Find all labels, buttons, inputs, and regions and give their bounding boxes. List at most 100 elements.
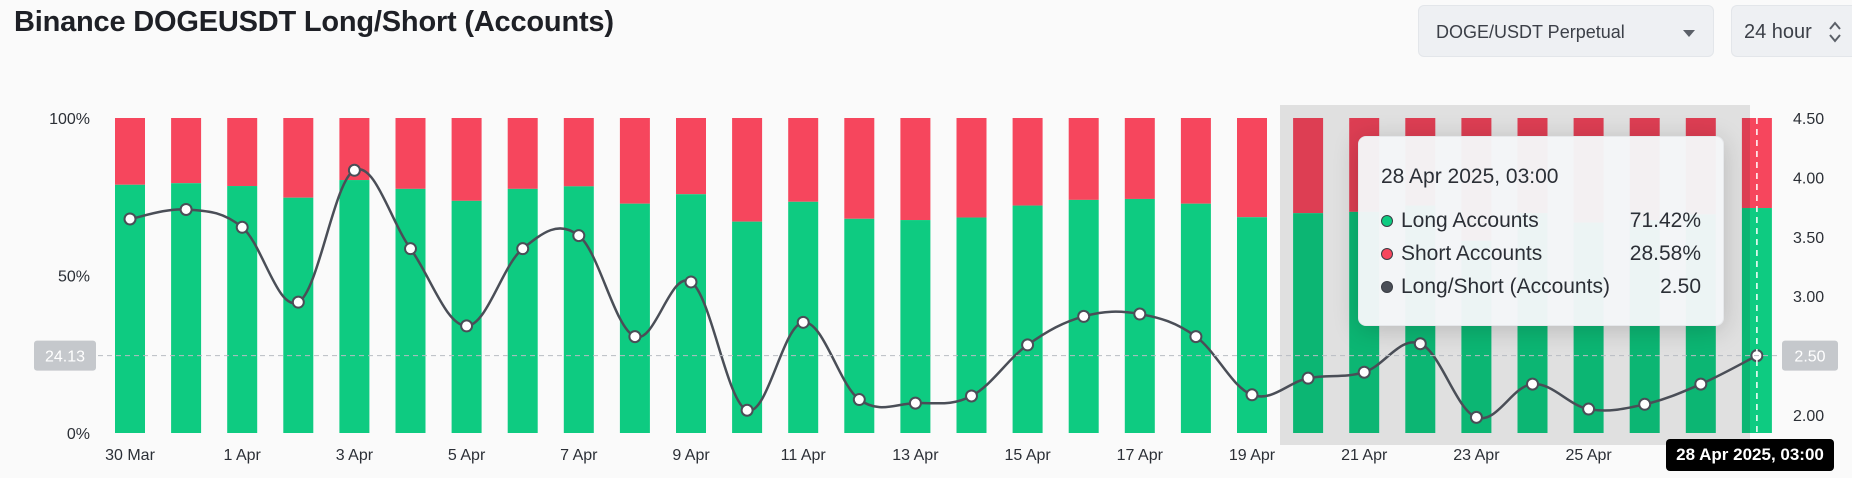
crosshair-right-label-bg <box>1782 340 1838 371</box>
symbol-select[interactable]: DOGE/USDT Perpetual <box>1418 5 1714 57</box>
short-bar <box>676 118 706 195</box>
ratio-point <box>1021 338 1035 352</box>
crosshair-left-label: 24.13 <box>45 349 85 366</box>
ratio-point <box>908 396 922 410</box>
ratio-dot-icon <box>1381 281 1393 293</box>
long-bar <box>732 221 763 433</box>
long-bar <box>676 194 706 433</box>
y-left-tick-label: 50% <box>58 269 90 286</box>
ratio-point <box>123 212 137 226</box>
x-tick-label: 1 Apr <box>224 447 262 464</box>
bars-layer <box>115 118 1772 433</box>
tooltip-row-short: Short Accounts 28.58% <box>1381 242 1701 270</box>
long-bar <box>563 186 594 433</box>
tooltip-row-ratio: Long/Short (Accounts) 2.50 <box>1381 275 1701 303</box>
y-right-tick-label: 3.00 <box>1793 289 1824 306</box>
x-tick-label: 3 Apr <box>336 447 374 464</box>
y-right-tick-label: 4.50 <box>1793 111 1824 128</box>
tooltip-label: Short Accounts <box>1401 242 1543 265</box>
up-down-chevron-icon <box>1829 21 1841 43</box>
tooltip-value: 71.42% <box>1629 209 1701 232</box>
long-bar <box>395 188 426 433</box>
short-bar <box>1012 118 1043 206</box>
long-bar <box>283 197 314 433</box>
short-bar <box>900 118 931 221</box>
crosshair-layer: 24.13 2.50 <box>34 118 1838 433</box>
short-bar <box>788 118 819 202</box>
x-tick-label: 11 Apr <box>781 447 827 464</box>
ratio-point <box>179 202 193 216</box>
tooltip-row-long: Long Accounts 71.42% <box>1381 209 1701 237</box>
ratio-point <box>796 315 810 329</box>
crosshair-right-label: 2.50 <box>1794 349 1825 366</box>
short-bar <box>1293 118 1324 214</box>
symbol-select-value: DOGE/USDT Perpetual <box>1436 22 1625 42</box>
y-right-tick-label: 3.50 <box>1793 230 1824 247</box>
long-bar <box>619 203 650 433</box>
x-tick-label: 7 Apr <box>560 447 598 464</box>
tooltip-value: 2.50 <box>1660 275 1701 298</box>
tooltip-label: Long/Short (Accounts) <box>1401 275 1610 298</box>
x-tick-label: 5 Apr <box>448 447 486 464</box>
ratio-point <box>1189 330 1203 344</box>
short-bar <box>451 118 482 201</box>
ratio-point <box>235 220 249 234</box>
ratio-point <box>1582 402 1596 416</box>
ratio-point <box>516 242 530 256</box>
ratio-point <box>684 275 698 289</box>
short-bar <box>1124 118 1155 199</box>
ratio-point <box>628 330 642 344</box>
x-tick-label: 15 Apr <box>1004 447 1051 464</box>
short-bar <box>507 118 538 189</box>
tooltip-label: Long Accounts <box>1401 209 1539 232</box>
x-tick-label: 19 Apr <box>1229 447 1276 464</box>
x-tick-label: 9 Apr <box>672 447 710 464</box>
ratio-point <box>1245 388 1259 402</box>
y-left-tick-label: 100% <box>49 111 90 128</box>
ratio-point <box>460 319 474 333</box>
short-bar <box>1068 118 1099 200</box>
short-bar <box>619 118 650 204</box>
y-right-tick-label: 2.00 <box>1793 408 1824 425</box>
tooltip-date: 28 Apr 2025, 03:00 <box>1381 165 1559 188</box>
x-tick-label: 30 Mar <box>105 447 155 464</box>
ratio-point <box>1133 307 1147 321</box>
ratio-point <box>347 163 361 177</box>
ratio-line-layer <box>123 163 1764 424</box>
ratio-point <box>1469 410 1483 424</box>
short-bar <box>283 118 314 198</box>
long-bar <box>1012 205 1043 433</box>
x-tick-label: 25 Apr <box>1565 447 1612 464</box>
ratio-point <box>1413 337 1427 351</box>
y-right-tick-label: 4.00 <box>1793 170 1824 187</box>
x-tick-label: 21 Apr <box>1341 447 1388 464</box>
tooltip-value: 28.58% <box>1629 242 1701 265</box>
short-dot-icon <box>1381 248 1393 260</box>
ratio-point <box>852 393 866 407</box>
page-title: Binance DOGEUSDT Long/Short (Accounts) <box>14 6 614 38</box>
crosshair-left-label-bg <box>34 340 96 371</box>
ratio-point <box>1694 377 1708 391</box>
long-bar <box>171 183 202 433</box>
long-bar <box>1293 213 1324 433</box>
ratio-point <box>965 389 978 403</box>
long-dot-icon <box>1381 215 1393 227</box>
chevron-down-icon <box>1683 30 1695 37</box>
ratio-point <box>1357 365 1371 379</box>
ratio-point <box>1526 377 1539 391</box>
short-bar <box>563 118 594 187</box>
ratio-point <box>572 229 586 243</box>
long-bar <box>451 200 482 433</box>
long-bar <box>115 184 145 433</box>
tooltip: 28 Apr 2025, 03:00 Long Accounts 71.42% … <box>1358 136 1724 326</box>
long-bar <box>507 188 538 433</box>
long-bar <box>339 180 370 433</box>
period-select[interactable]: 24 hour <box>1731 5 1852 57</box>
short-bar <box>115 118 145 185</box>
ratio-point <box>1638 397 1652 411</box>
ratio-point <box>291 295 305 309</box>
short-bar <box>395 118 426 189</box>
x-tick-label: 23 Apr <box>1453 447 1500 464</box>
y-left-tick-label: 0% <box>67 426 90 443</box>
period-select-value: 24 hour <box>1744 21 1812 43</box>
